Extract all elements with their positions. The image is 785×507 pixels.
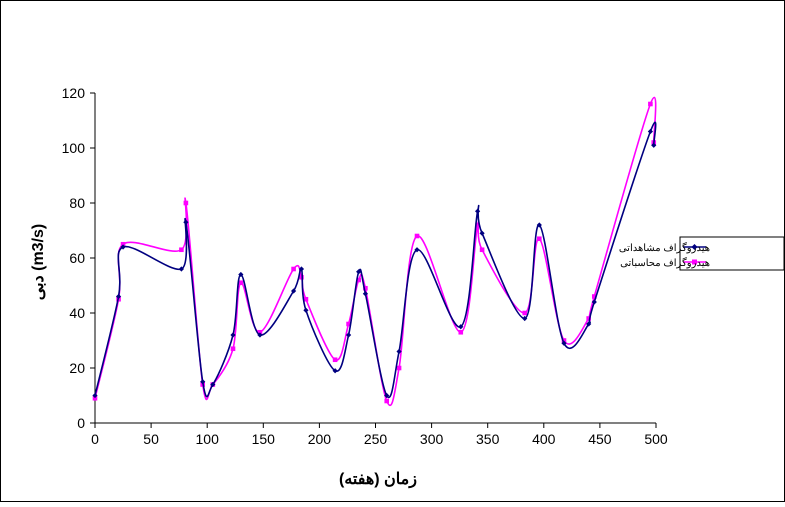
data-point-computed [414,233,420,239]
x-ticks: 0 50 100 150 200 250 300 350 400 450 500 [91,423,668,447]
data-point-computed [363,285,368,291]
data-point-computed [522,310,528,316]
data-point-observed [536,222,542,228]
x-tick-label: 300 [420,431,444,447]
data-point-observed [522,315,528,322]
legend-swatch-computed-marker [692,259,697,265]
legend: هيدروگراف مشاهداتی هيدروگراف محاسباتی [619,236,785,271]
data-point-observed [647,128,653,135]
legend-box [679,236,785,271]
data-point-observed [586,321,592,327]
series-layer [92,96,657,407]
data-point-observed [332,368,338,374]
x-tick-label: 50 [143,431,159,447]
data-point-observed [210,381,216,388]
y-tick-label: 100 [62,140,86,156]
data-point-observed [396,348,402,355]
legend-label-computed: هيدروگراف محاسباتی [620,257,710,269]
data-point-observed [591,299,597,305]
x-tick-label: 250 [364,431,388,447]
data-point-computed [92,395,98,401]
data-point-observed [362,291,369,297]
data-point-observed [384,392,390,399]
data-point-observed [200,379,206,385]
data-point-observed [238,271,244,278]
data-point-observed [178,266,184,272]
data-point-observed [475,208,481,214]
data-point-observed [92,392,98,399]
data-point-computed [396,365,402,371]
data-point-computed [332,357,338,363]
data-point-computed [230,346,236,352]
data-point-computed [561,338,567,343]
y-ticks: 0 20 40 60 80 100 120 [62,85,95,431]
y-tick-label: 120 [62,85,86,101]
data-point-observed [356,269,362,275]
data-point-observed [230,332,236,338]
data-point-computed [458,329,464,335]
data-point-computed [591,294,597,299]
data-point-observed [115,293,122,300]
data-point-computed [299,274,304,280]
legend-swatch-observed-marker [691,244,698,250]
x-tick-label: 0 [91,431,99,447]
data-point-observed [257,332,263,338]
data-point-computed [648,101,653,107]
x-tick-label: 350 [476,431,500,447]
x-tick-label: 200 [308,431,332,447]
x-tick-label: 450 [588,431,612,447]
data-point-computed [257,329,263,335]
data-point-observed [414,247,420,253]
series-line-observed [94,121,657,399]
data-point-observed [458,324,464,330]
y-tick-label: 60 [69,250,85,266]
data-point-observed [345,332,352,338]
legend-label-observed: هيدروگراف مشاهداتی [619,242,710,254]
y-axis-title: دبی (m3/s) [30,224,47,301]
x-axis-title: زمان (هفته) [339,471,417,489]
data-point-computed [537,236,542,242]
x-tick-label: 500 [644,431,668,447]
data-point-computed [120,241,126,247]
data-point-observed [303,307,309,313]
data-point-observed [651,142,657,148]
data-point-computed [238,280,244,286]
data-point-computed [475,222,480,228]
data-point-computed [346,321,351,327]
y-tick-label: 20 [69,360,85,376]
y-tick-label: 80 [69,195,85,211]
data-point-observed [561,340,567,346]
data-point-computed [183,200,189,206]
data-point-computed [586,316,591,321]
data-point-computed [291,266,296,272]
data-point-observed [120,244,126,250]
data-point-computed [179,247,184,253]
data-point-computed [356,277,361,283]
y-tick-label: 40 [69,305,85,321]
x-tick-label: 100 [196,431,220,447]
data-point-observed [290,288,297,294]
x-tick-label: 400 [532,431,556,447]
data-point-computed [303,296,309,302]
data-point-observed [298,266,305,272]
data-point-computed [384,398,390,404]
data-point-observed [183,219,189,225]
y-tick-label: 0 [77,415,85,431]
data-point-observed [479,230,485,236]
x-tick-label: 150 [252,431,276,447]
data-point-computed [479,247,485,253]
